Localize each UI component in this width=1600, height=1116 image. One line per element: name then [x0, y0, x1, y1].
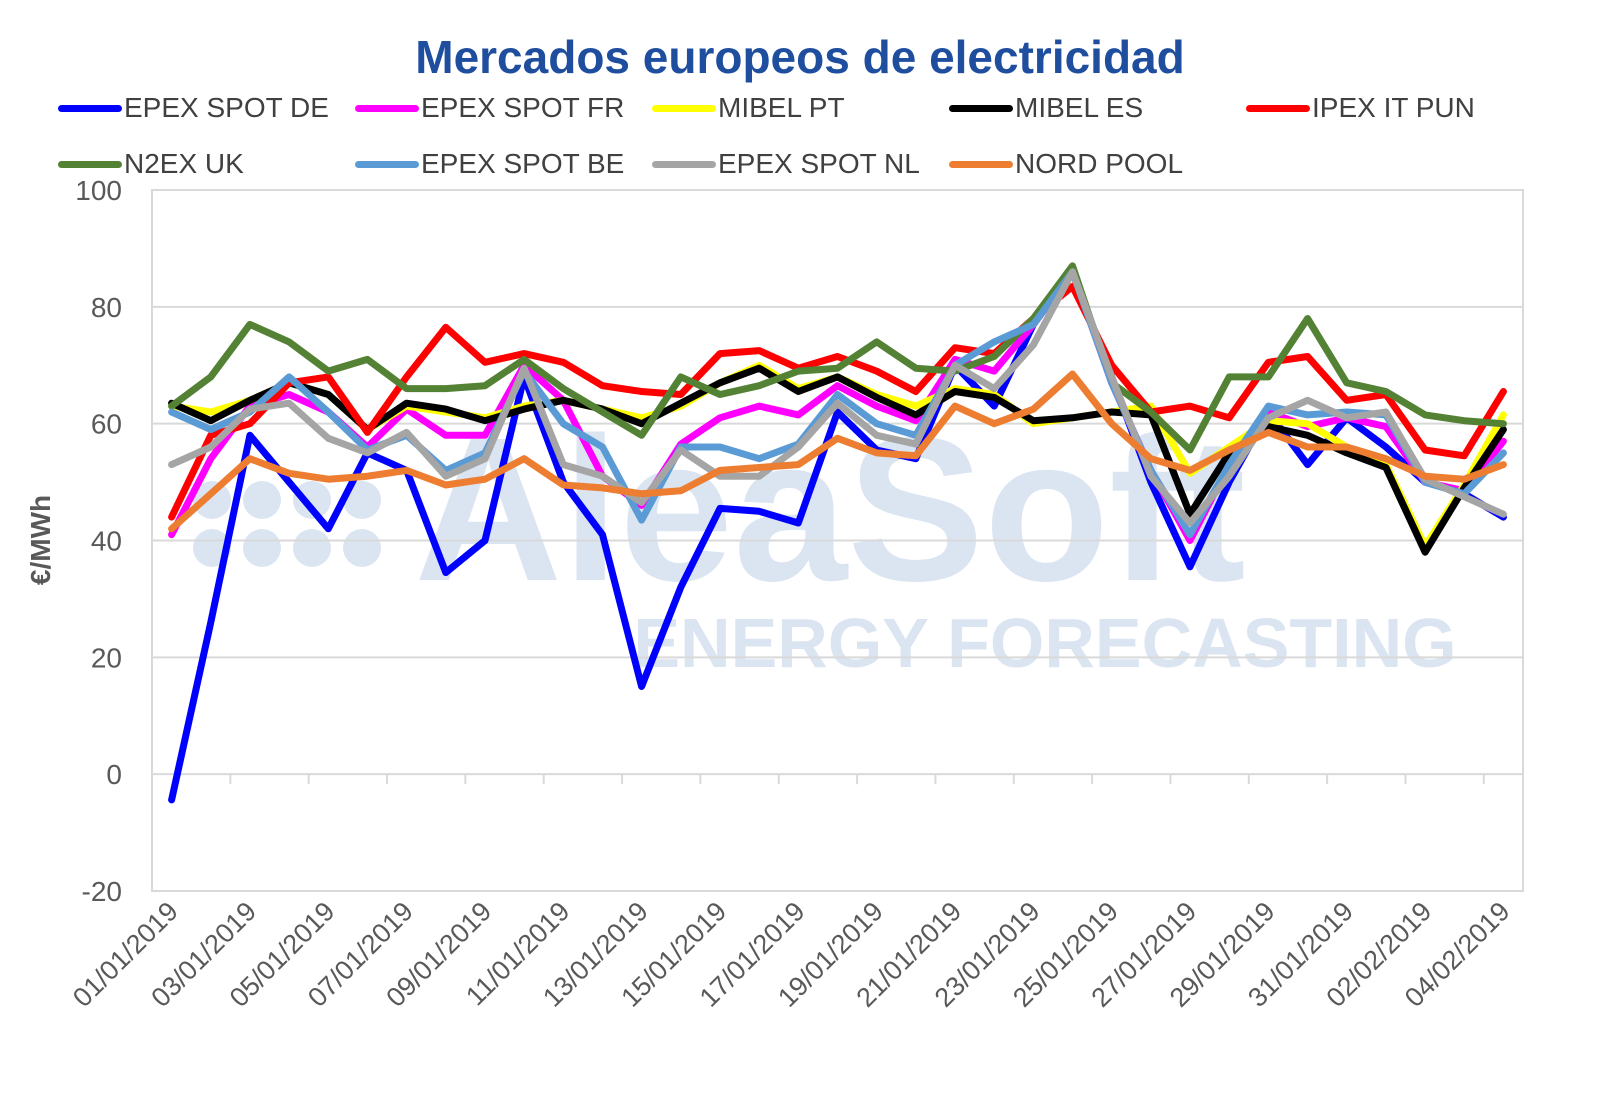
legend-swatch — [355, 104, 419, 112]
legend-swatch — [355, 160, 419, 168]
legend-item: NORD POOL — [949, 144, 1183, 184]
legend-swatch — [652, 160, 716, 168]
legend-swatch — [949, 160, 1013, 168]
legend-swatch — [58, 104, 122, 112]
y-tick-label: -20 — [82, 876, 122, 907]
y-tick-label: 40 — [91, 526, 122, 557]
legend-label: EPEX SPOT FR — [421, 92, 625, 123]
y-tick-label: 0 — [106, 759, 122, 790]
legend-swatch — [949, 104, 1013, 112]
watermark-logo-dot — [293, 481, 331, 519]
chart-title: Mercados europeos de electricidad — [415, 31, 1185, 83]
legend-label: IPEX IT PUN — [1312, 92, 1475, 123]
legend-item: N2EX UK — [58, 144, 244, 184]
y-tick-label: 60 — [91, 409, 122, 440]
watermark-logo-dot — [343, 481, 381, 519]
legend-item: EPEX SPOT NL — [652, 144, 920, 184]
y-tick-label: 100 — [75, 175, 122, 206]
legend-label: EPEX SPOT DE — [124, 92, 329, 123]
legend-item: EPEX SPOT BE — [355, 144, 624, 184]
watermark-logo-dot — [343, 529, 381, 567]
legend-label: NORD POOL — [1015, 148, 1184, 179]
y-tick-label: 80 — [91, 292, 122, 323]
legend-label: MIBEL ES — [1015, 92, 1144, 123]
legend-label: EPEX SPOT NL — [718, 148, 920, 179]
legend-label: EPEX SPOT BE — [421, 148, 625, 179]
legend-item: IPEX IT PUN — [1246, 88, 1475, 128]
watermark-tagline: ENERGY FORECASTING — [633, 604, 1456, 682]
series-line-epex-spot-fr — [168, 268, 1507, 544]
legend-swatch — [652, 104, 716, 112]
watermark-logo-dot — [193, 481, 231, 519]
y-tick-label: 20 — [91, 642, 122, 673]
legend-swatch — [1246, 104, 1310, 112]
legend-item: EPEX SPOT DE — [58, 88, 329, 128]
legend-label: N2EX UK — [124, 148, 244, 179]
legend-item: MIBEL ES — [949, 88, 1143, 128]
legend-label: MIBEL PT — [718, 92, 845, 123]
series-line-epex-spot-nl — [168, 268, 1507, 527]
legend-item: MIBEL PT — [652, 88, 845, 128]
series-line-nord-pool — [168, 370, 1507, 533]
legend-item: EPEX SPOT FR — [355, 88, 624, 128]
y-axis-label: €/MWh — [25, 495, 56, 585]
plot-border — [151, 189, 1524, 892]
series-line-n2ex-uk — [168, 262, 1507, 454]
series-line-mibel-es — [168, 364, 1507, 556]
watermark-logo-dot — [293, 529, 331, 567]
legend: EPEX SPOT DE EPEX SPOT FR MIBEL PT MIBEL ES… — [58, 88, 1598, 198]
watermark-logo-dot — [243, 529, 281, 567]
watermark-logo-dot — [243, 481, 281, 519]
legend-swatch — [58, 160, 122, 168]
